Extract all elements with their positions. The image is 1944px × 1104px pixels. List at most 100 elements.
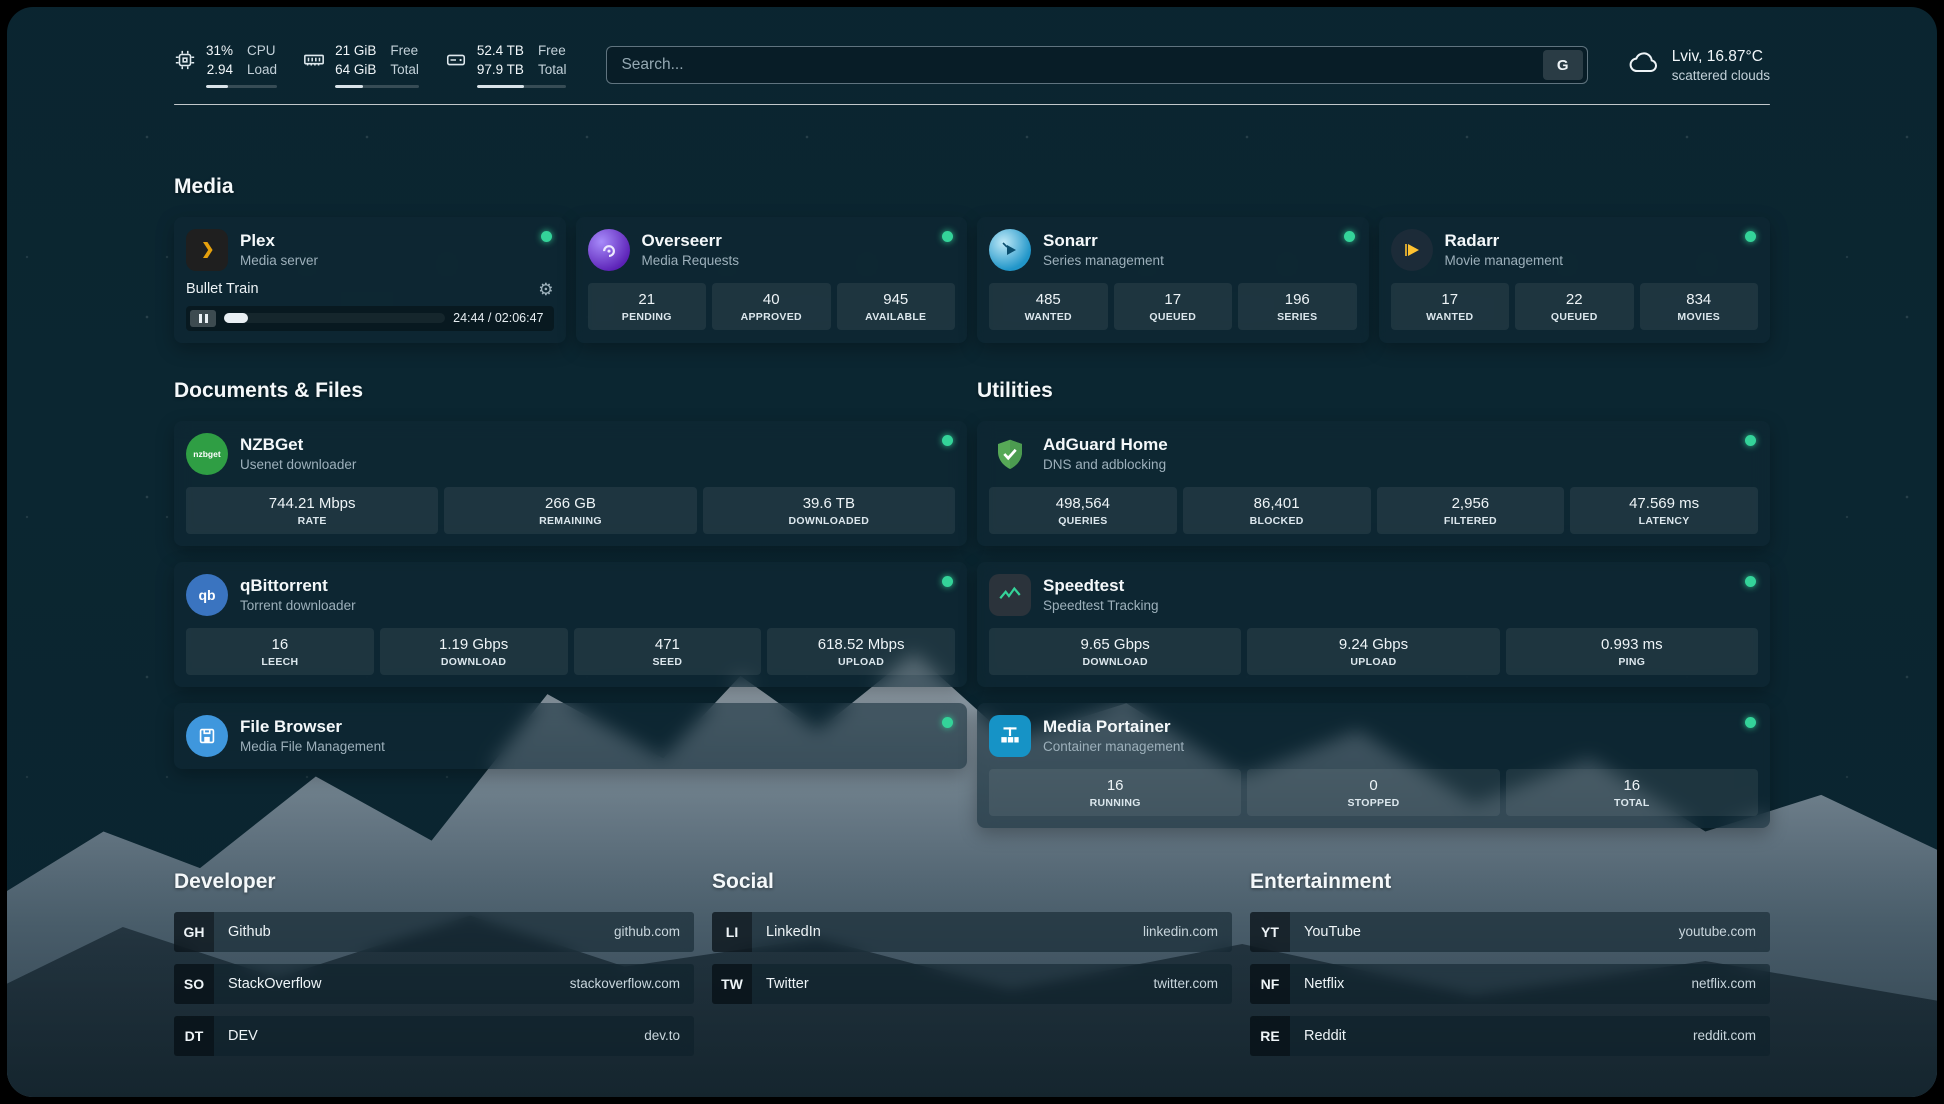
radarr-icon [1390, 228, 1433, 271]
bookmark-url: linkedin.com [1142, 924, 1218, 940]
service-card-nzbget[interactable]: nzbget NZBGet Usenet downloader 744.21 M… [174, 420, 967, 546]
bookmark-dev[interactable]: DT DEV dev.to [174, 1015, 694, 1056]
stat-wanted: 485 WANTED [989, 282, 1108, 330]
service-subtitle: Series management [1043, 253, 1164, 269]
service-subtitle: Movie management [1444, 253, 1564, 269]
stat-total: 16 TOTAL [1505, 768, 1758, 816]
adguard-icon [989, 433, 1031, 475]
cpu-percent: 31% [206, 43, 234, 58]
bookmark-abbr: SO [174, 963, 214, 1004]
service-name: Overseerr [641, 231, 722, 251]
disk-free-value: 52.4 TB [476, 43, 524, 58]
cloud-icon [1628, 47, 1660, 84]
section-heading-media: Media [174, 174, 234, 198]
filebrowser-icon [186, 714, 228, 757]
memory-label-top: Free [390, 43, 419, 58]
bookmark-group-developer: Developer GH Github github.com SO StackO… [174, 828, 694, 1056]
bookmark-abbr: GH [174, 911, 214, 952]
disk-usage-bar [476, 84, 567, 88]
disk-total-value: 97.9 TB [476, 61, 524, 77]
service-name: NZBGet [240, 435, 304, 455]
disk-icon [445, 49, 467, 76]
bookmark-reddit[interactable]: RE Reddit reddit.com [1250, 1015, 1770, 1056]
service-card-portainer[interactable]: Media Portainer Container management 16 R… [977, 702, 1770, 828]
bookmark-stackoverflow[interactable]: SO StackOverflow stackoverflow.com [174, 963, 694, 1004]
service-card-overseerr[interactable]: Overseerr Media Requests 21 PENDING 40 APP… [575, 216, 967, 343]
status-dot [942, 716, 953, 728]
cpu-usage-bar [206, 84, 278, 88]
stat-downloaded: 39.6 TB DOWNLOADED [702, 486, 955, 534]
service-card-adguard[interactable]: AdGuard Home DNS and adblocking 498,564 Q… [977, 420, 1770, 546]
service-card-qbittorrent[interactable]: qb qBittorrent Torrent downloader 16 LEEC… [174, 561, 967, 687]
utilities-column: Utilities AdGuard Home DNS and adblockin… [977, 343, 1770, 828]
service-card-radarr[interactable]: Radarr Movie management 17 WANTED 22 QUEUE… [1378, 216, 1770, 343]
stat-blocked: 86,401 BLOCKED [1182, 486, 1371, 534]
stat-pending: 21 PENDING [587, 282, 706, 330]
weather-condition: scattered clouds [1671, 67, 1770, 83]
stat-series: 196 SERIES [1238, 282, 1357, 330]
stat-filtered: 2,956 FILTERED [1376, 486, 1565, 534]
stat-wanted: 17 WANTED [1390, 282, 1509, 330]
disk-widget: 52.4 TB 97.9 TB Free Total [445, 43, 567, 88]
memory-total-value: 64 GiB [335, 61, 377, 77]
bookmark-github[interactable]: GH Github github.com [174, 911, 694, 952]
service-card-plex[interactable]: Plex Media server Bullet Train ⚙ 24:44 /… [174, 216, 566, 343]
middle-grid: Documents & Files nzbget NZBGet Usenet d… [174, 343, 1770, 828]
top-bar: 31% 2.94 CPU Load [174, 43, 1770, 88]
service-name: AdGuard Home [1043, 435, 1168, 455]
status-dot [1745, 434, 1756, 446]
bookmark-name: Github [228, 923, 271, 940]
search-bar: G [606, 46, 1588, 85]
stat-latency: 47.569 ms LATENCY [1570, 486, 1758, 534]
cpu-label-bottom: Load [247, 61, 278, 77]
stat-running: 16 RUNNING [989, 768, 1242, 816]
service-card-filebrowser[interactable]: File Browser Media File Management [174, 702, 967, 769]
cpu-label-top: CPU [247, 43, 276, 58]
bookmark-group-social: Social LI LinkedIn linkedin.com TW Twitt… [712, 828, 1232, 1056]
bookmark-abbr: RE [1250, 1015, 1290, 1056]
bookmark-name: Reddit [1304, 1027, 1346, 1044]
bookmark-name: LinkedIn [766, 923, 821, 940]
status-dot [1745, 716, 1756, 728]
memory-icon [303, 49, 325, 76]
section-heading-documents: Documents & Files [174, 378, 364, 402]
playback-progress: 24:44 / 02:06:47 [186, 305, 554, 331]
bookmark-abbr: TW [712, 963, 752, 1004]
service-name: File Browser [240, 717, 343, 737]
stat-rate: 744.21 Mbps RATE [186, 486, 439, 534]
service-subtitle: Container management [1043, 739, 1185, 755]
service-card-sonarr[interactable]: Sonarr Series management 485 WANTED 17 QUE… [977, 216, 1369, 343]
service-subtitle: Speedtest Tracking [1043, 598, 1159, 614]
playback-time: 24:44 / 02:06:47 [453, 311, 544, 326]
portainer-icon [989, 714, 1031, 757]
bookmark-group-entertainment: Entertainment YT YouTube youtube.com NF … [1250, 828, 1770, 1056]
bookmark-name: Twitter [766, 975, 809, 992]
service-subtitle: DNS and adblocking [1043, 457, 1167, 473]
media-card-grid: Plex Media server Bullet Train ⚙ 24:44 /… [174, 216, 1770, 343]
status-dot [1745, 230, 1756, 242]
bookmark-twitter[interactable]: TW Twitter twitter.com [712, 963, 1232, 1004]
stat-queued: 22 QUEUED [1515, 282, 1634, 330]
section-heading-entertainment: Entertainment [1250, 869, 1392, 893]
bookmark-url: youtube.com [1678, 924, 1756, 940]
search-provider-button[interactable]: G [1542, 50, 1583, 81]
memory-free-value: 21 GiB [335, 43, 377, 58]
service-card-speedtest[interactable]: Speedtest Speedtest Tracking 9.65 Gbps DO… [977, 561, 1770, 687]
stat-movies: 834 MOVIES [1639, 282, 1758, 330]
section-heading-utilities: Utilities [977, 378, 1053, 402]
settings-gear-icon[interactable]: ⚙ [538, 279, 554, 299]
overseerr-icon [587, 228, 630, 271]
service-subtitle: Media File Management [240, 739, 385, 755]
memory-usage-bar [335, 84, 419, 88]
bookmark-linkedin[interactable]: LI LinkedIn linkedin.com [712, 911, 1232, 952]
bookmark-netflix[interactable]: NF Netflix netflix.com [1250, 963, 1770, 1004]
pause-button[interactable] [190, 309, 216, 327]
stat-download: 9.65 Gbps DOWNLOAD [989, 627, 1242, 675]
search-input[interactable] [607, 50, 1543, 81]
documents-column: Documents & Files nzbget NZBGet Usenet d… [174, 343, 967, 828]
stat-queries: 498,564 QUERIES [989, 486, 1177, 534]
bookmark-youtube[interactable]: YT YouTube youtube.com [1250, 911, 1770, 952]
service-name: Speedtest [1043, 576, 1125, 596]
progress-track[interactable] [224, 313, 446, 324]
bookmark-url: reddit.com [1692, 1028, 1756, 1044]
